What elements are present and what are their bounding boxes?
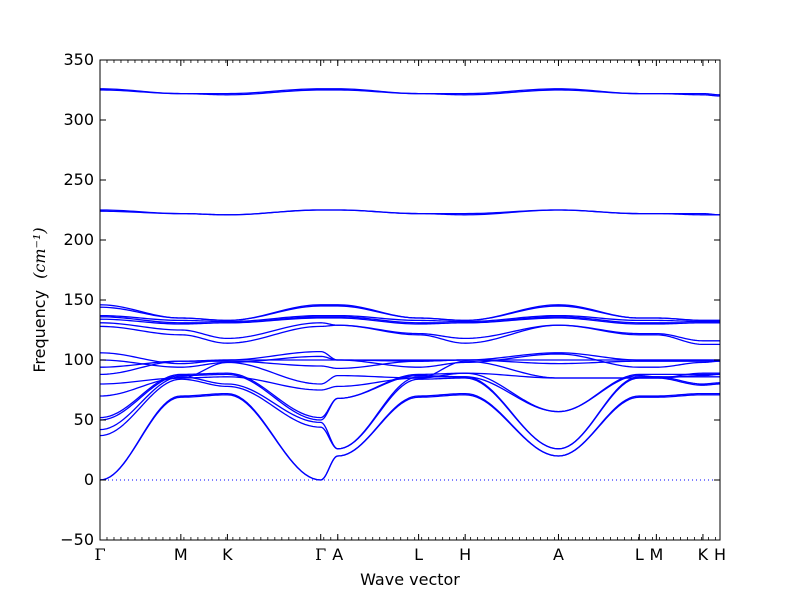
y-tick-label: 250 — [63, 170, 94, 189]
band-line — [99, 209, 721, 216]
y-tick-label: 50 — [74, 410, 94, 429]
x-tick-label: M — [174, 545, 188, 564]
x-tick-label: Γ — [94, 545, 105, 564]
x-tick-label: K — [222, 545, 233, 564]
band-line — [99, 372, 720, 419]
y-tick-label: −50 — [60, 530, 94, 549]
y-axis-label-unit: (cm⁻¹) — [30, 227, 49, 278]
y-axis-label-text: Frequency — [30, 290, 49, 373]
x-tick-label: A — [553, 545, 564, 564]
y-axis-label: Frequency (cm⁻¹) — [30, 227, 49, 372]
y-tick-label: 300 — [63, 110, 94, 129]
band-line — [99, 304, 720, 322]
band-line — [99, 322, 720, 342]
band-line — [99, 394, 720, 481]
band-line — [99, 350, 720, 365]
x-tick-label: K — [698, 545, 709, 564]
y-tick-label: 100 — [63, 350, 94, 369]
x-tick-label: M — [649, 545, 663, 564]
band-line — [99, 316, 720, 324]
y-tick-label: 200 — [63, 230, 94, 249]
band-line — [99, 392, 720, 481]
band-line — [99, 353, 721, 368]
x-tick-label: H — [459, 545, 471, 564]
x-tick-label: H — [714, 545, 726, 564]
plot-content — [99, 88, 721, 481]
band-line — [99, 88, 721, 96]
x-tick-label: L — [414, 545, 423, 564]
x-tick-label: Γ — [315, 545, 326, 564]
band-line — [99, 324, 720, 346]
band-line — [99, 360, 720, 385]
y-tick-label: 150 — [63, 290, 94, 309]
x-axis-label: Wave vector — [360, 570, 460, 589]
y-tick-label: 350 — [63, 50, 94, 69]
band-line — [99, 314, 720, 323]
y-tick-label: 0 — [84, 470, 94, 489]
x-tick-label: L — [635, 545, 644, 564]
x-tick-label: A — [332, 545, 343, 564]
